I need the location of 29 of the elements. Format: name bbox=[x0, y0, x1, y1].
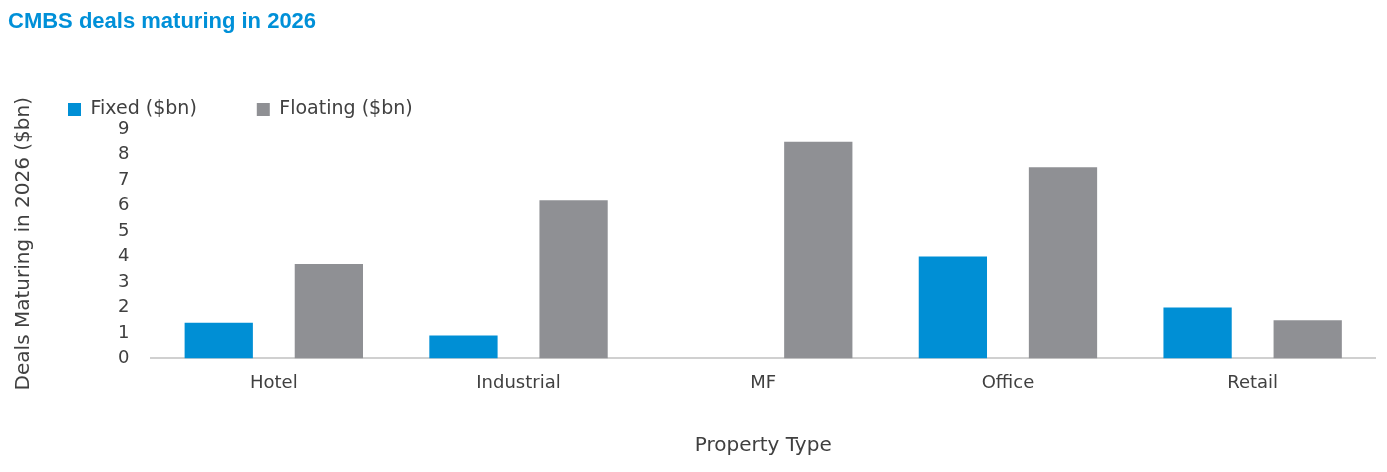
y-tick-label: 0 bbox=[118, 346, 130, 368]
x-tick-label: MF bbox=[750, 370, 777, 392]
x-axis-title: Property Type bbox=[694, 432, 832, 457]
legend-label: Fixed ($bn) bbox=[90, 96, 197, 119]
y-tick-label: 1 bbox=[118, 320, 130, 342]
bar bbox=[784, 141, 853, 359]
bar bbox=[294, 264, 363, 359]
y-tick-label: 5 bbox=[118, 218, 130, 240]
bar bbox=[1273, 320, 1342, 359]
y-tick-label: 7 bbox=[118, 167, 130, 189]
y-tick-label: 8 bbox=[118, 142, 130, 164]
chart-title: CMBS deals maturing in 2026 bbox=[8, 8, 318, 34]
x-tick-label: Retail bbox=[1227, 370, 1279, 392]
legend-label: Floating ($bn) bbox=[279, 96, 413, 119]
bar bbox=[429, 335, 498, 359]
bar bbox=[918, 256, 988, 359]
bar bbox=[184, 322, 253, 359]
y-tick-label: 3 bbox=[118, 269, 130, 291]
bar bbox=[539, 200, 608, 359]
x-tick-label: Industrial bbox=[476, 370, 561, 392]
bar bbox=[1163, 307, 1232, 359]
y-tick-label: 4 bbox=[118, 244, 130, 266]
x-tick-label: Office bbox=[981, 370, 1035, 392]
y-tick-label: 9 bbox=[118, 116, 130, 138]
x-tick-label: Hotel bbox=[249, 370, 298, 392]
y-tick-label: 6 bbox=[118, 193, 130, 215]
y-tick-label: 2 bbox=[118, 295, 130, 317]
bar bbox=[1028, 167, 1098, 359]
y-axis-title: Deals Maturing in 2026 ($bn) bbox=[10, 97, 35, 391]
